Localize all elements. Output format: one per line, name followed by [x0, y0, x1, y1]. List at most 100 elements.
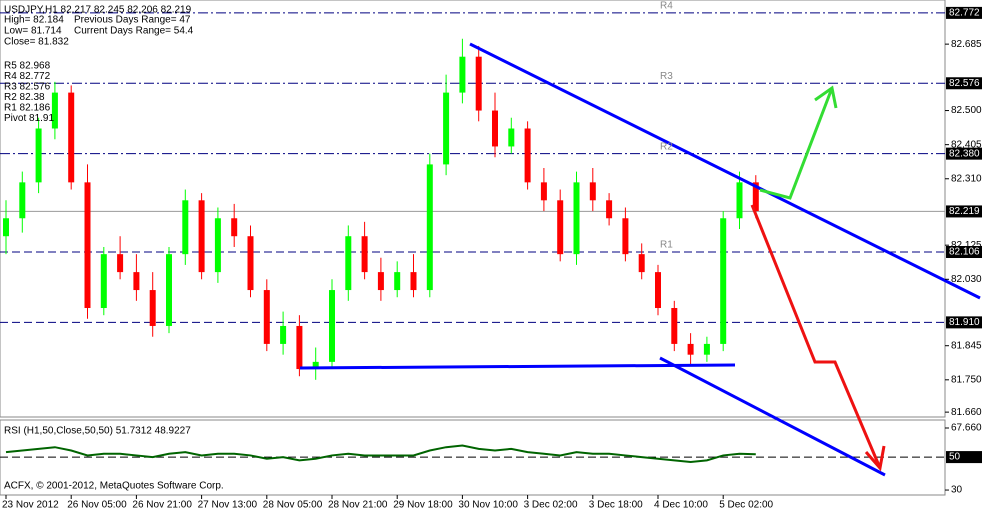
candle-body: [51, 92, 58, 129]
x-tick-label: 29 Nov 18:00: [393, 500, 453, 511]
support-line: [299, 363, 736, 370]
candle-body: [312, 361, 319, 370]
y-tick-label: 81.750: [951, 374, 982, 385]
candle-body: [361, 236, 368, 273]
x-tick-label: 26 Nov 21:00: [132, 500, 192, 511]
info: Low= 81.714: [4, 26, 62, 37]
info: Close= 81.832: [4, 37, 69, 48]
down-arrow: [750, 204, 882, 469]
candle-body: [280, 325, 287, 344]
y-tick-label: 30: [951, 485, 963, 496]
candle-body: [166, 254, 172, 326]
info: Previous Days Range= 47: [74, 15, 191, 26]
candle-body: [606, 200, 613, 219]
level-box: [946, 77, 982, 90]
level-box: [946, 147, 982, 160]
level-label: 82.219: [949, 206, 980, 217]
level-box: [946, 6, 982, 19]
y-tick-label: 67.660: [951, 423, 982, 434]
x-tick-label: 5 Dec 02:00: [719, 500, 773, 511]
rsi-title: RSI (H1,50,Close,50,50) 51.7312 48.9227: [4, 426, 191, 437]
y-tick-label: 81.660: [951, 407, 982, 418]
x-tick-label: 28 Nov 21:00: [328, 500, 388, 511]
level-label: 82.106: [949, 247, 980, 258]
info: Current Days Range= 54.4: [74, 26, 194, 37]
candle-body: [703, 343, 710, 355]
y-tick-label: 82.500: [951, 105, 982, 116]
level-box: [946, 316, 982, 329]
candle-body: [638, 254, 645, 273]
candle-body: [524, 128, 531, 183]
x-tick-label: 4 Dec 10:00: [654, 500, 708, 511]
level-label: 82.772: [949, 8, 980, 19]
candle-body: [573, 182, 580, 255]
candle-body: [117, 254, 124, 273]
candle-body: [508, 128, 515, 147]
copyright: ACFX, © 2001-2012, MetaQuotes Software C…: [4, 481, 224, 492]
trend-line: [659, 356, 886, 477]
x-tick-label: 3 Dec 18:00: [589, 500, 643, 511]
candle-body: [540, 182, 547, 201]
candle-body: [149, 290, 156, 326]
candle-body: [68, 92, 75, 183]
candle-body: [19, 182, 26, 219]
candle-body: [557, 200, 564, 255]
candle-body: [589, 182, 596, 201]
candle-body: [492, 110, 498, 147]
y-tick-label: 82.030: [951, 274, 982, 285]
pivot-label: R2 82.38: [4, 92, 45, 103]
y-tick-label: 82.685: [951, 39, 982, 50]
y-tick-label: 82.405: [951, 139, 982, 150]
info: High= 82.184: [4, 15, 64, 26]
x-tick-label: 3 Dec 02:00: [524, 500, 578, 511]
candle-body: [410, 272, 417, 291]
candle-body: [182, 200, 189, 255]
pivot-label: Pivot 81.91: [4, 113, 54, 124]
candle-body: [100, 254, 107, 309]
y-tick-label: 82.310: [951, 173, 982, 184]
candle-body: [377, 272, 384, 291]
up-arrow-head: [814, 85, 838, 109]
level-name: R3: [660, 71, 673, 82]
level-label: 82.380: [949, 148, 980, 159]
trend-line: [469, 42, 981, 300]
candle-body: [752, 182, 759, 212]
y-tick-label: 82.125: [951, 240, 982, 251]
down-arrow-head: [864, 445, 886, 472]
x-tick-label: 23 Nov 2012: [2, 500, 59, 511]
level-label: 50: [949, 452, 961, 463]
rsi-line: [5, 444, 756, 464]
x-tick-label: 28 Nov 05:00: [263, 500, 323, 511]
symbol-title: USDJPY,H1 82.217 82.245 82.206 82.219: [4, 5, 192, 16]
x-tick-label: 30 Nov 10:00: [458, 500, 518, 511]
candle-body: [443, 92, 450, 165]
candle-body: [475, 56, 482, 111]
level-box: [946, 246, 982, 259]
x-tick-label: 26 Nov 05:00: [67, 500, 127, 511]
candle-body: [133, 272, 140, 291]
candle-body: [622, 218, 629, 255]
pivot-label: R3 82.576: [4, 82, 51, 93]
candle-body: [736, 182, 743, 219]
up-arrow: [759, 87, 834, 200]
candle-body: [394, 272, 401, 291]
pivot-label: R5 82.968: [4, 61, 51, 72]
y-tick-label: 81.845: [951, 340, 982, 351]
level-name: R2: [660, 141, 673, 152]
candle-body: [329, 290, 335, 362]
level-box: [946, 205, 982, 218]
candle-body: [198, 200, 205, 273]
candle-body: [231, 218, 238, 237]
level-label: 82.576: [949, 78, 980, 89]
candle-body: [35, 128, 42, 183]
pivot-label: R1 82.186: [4, 103, 51, 114]
candle-body: [296, 325, 303, 370]
candle-body: [655, 272, 661, 309]
candle-body: [426, 164, 433, 291]
level-name: R4: [660, 1, 673, 12]
price-panel: [0, 0, 946, 418]
candle-body: [687, 343, 694, 355]
level-name: R1: [660, 240, 673, 251]
candle-body: [84, 182, 91, 309]
